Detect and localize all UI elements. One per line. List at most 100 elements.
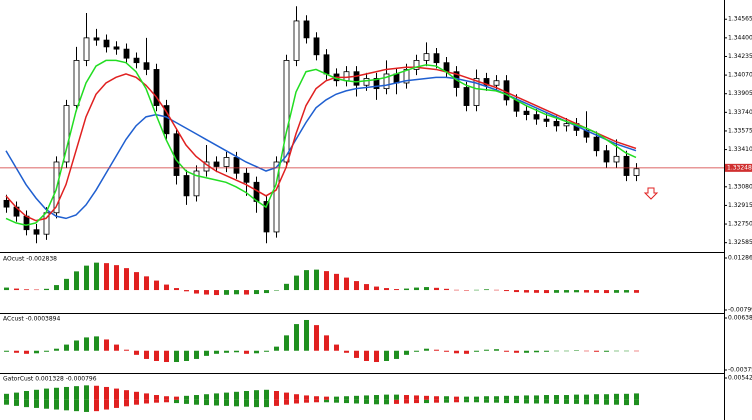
indicator-bar <box>334 396 339 400</box>
indicator-bar <box>174 399 179 404</box>
candle-body <box>433 53 440 64</box>
indicator-bar <box>14 288 19 291</box>
indicator-bar <box>384 288 389 291</box>
indicator-bar <box>254 399 259 408</box>
indicator-bar <box>584 350 589 352</box>
indicator-title: AOcust -0.002838 <box>3 256 57 263</box>
indicator-bar <box>214 350 219 354</box>
indicator-bar <box>534 399 539 404</box>
indicator-bar <box>234 350 239 353</box>
indicator-bar <box>284 392 289 400</box>
y-tick-label: 1.33410 <box>728 146 752 153</box>
y-tick-label: 1.34070 <box>728 72 752 79</box>
candle-body <box>233 157 240 174</box>
indicator-bar <box>34 289 39 291</box>
candle-body <box>73 60 80 106</box>
indicator-bar <box>174 288 179 291</box>
candle-body <box>263 201 270 233</box>
indicator-bar <box>444 396 449 400</box>
indicator-bar <box>144 393 149 400</box>
y-tick-label: 0.0063864 <box>728 315 752 322</box>
indicator-bar <box>474 289 479 291</box>
indicator-bar <box>574 290 579 293</box>
indicator-bar <box>514 395 519 400</box>
y-tick-label: 0.005423 <box>728 375 752 382</box>
indicator-bar <box>264 399 269 408</box>
indicator-bar <box>484 289 489 291</box>
candle-body <box>533 114 540 120</box>
indicator-bar <box>454 289 459 291</box>
candle-body <box>273 161 280 233</box>
indicator-bar <box>154 350 159 361</box>
indicator-bar <box>454 350 459 354</box>
indicator-bar <box>94 262 99 291</box>
candle-body <box>603 150 610 163</box>
indicator-bar <box>454 399 459 403</box>
indicator-bar <box>374 350 379 363</box>
indicator-bar <box>144 399 149 404</box>
indicator-bar <box>394 289 399 291</box>
current-price-box <box>725 163 752 172</box>
indicator-bar <box>434 399 439 403</box>
indicator-bar <box>524 395 529 400</box>
indicator-bar <box>104 339 109 351</box>
indicator-bar <box>184 350 189 361</box>
candle-body <box>493 80 500 86</box>
indicator-bar <box>574 394 579 400</box>
indicator-bar <box>134 350 139 355</box>
indicator-bar <box>604 394 609 400</box>
indicator-bar <box>554 399 559 404</box>
indicator-bar <box>284 283 289 291</box>
indicator-bar <box>604 290 609 294</box>
indicator-bar <box>214 399 219 406</box>
indicator-bar <box>474 350 479 352</box>
indicator-bar <box>94 336 99 351</box>
indicator-bar <box>254 290 259 295</box>
indicator-bar <box>4 350 9 352</box>
indicator-bar <box>224 290 229 295</box>
indicator-bar <box>294 399 299 404</box>
y-tick-label: 1.32750 <box>728 221 752 228</box>
indicator-bar <box>444 288 449 291</box>
candle-body <box>243 172 250 183</box>
candle-body <box>303 20 310 39</box>
indicator-bar <box>54 285 59 291</box>
candle-body <box>413 60 420 70</box>
indicator-bar <box>624 290 629 293</box>
indicator-bar <box>484 399 489 403</box>
indicator-bar <box>64 278 69 291</box>
indicator-bar <box>134 391 139 400</box>
indicator-bar <box>234 290 239 295</box>
indicator-bar <box>514 290 519 293</box>
indicator-bar <box>294 394 299 400</box>
indicator-bar <box>484 349 489 351</box>
indicator-bar <box>14 392 19 400</box>
indicator-bar <box>274 390 279 400</box>
y-tick-label: -0.007999 <box>728 307 752 314</box>
indicator-bar <box>424 395 429 400</box>
indicator-bar <box>354 350 359 358</box>
candle-body <box>113 46 120 50</box>
indicator-bar <box>584 290 589 293</box>
indicator-bar <box>504 290 509 292</box>
indicator-bar <box>74 399 79 412</box>
indicator-bar <box>104 386 109 400</box>
candle-body <box>103 39 110 48</box>
candle-body <box>353 71 360 86</box>
indicator-bar <box>624 399 629 406</box>
indicator-bar <box>84 265 89 291</box>
indicator-bar <box>574 399 579 404</box>
candle-body <box>393 73 400 84</box>
indicator-bar <box>634 393 639 400</box>
indicator-bar <box>404 350 409 355</box>
indicator-bar <box>294 275 299 291</box>
candle-body <box>33 229 40 235</box>
candle-body <box>423 53 430 61</box>
indicator-bar <box>514 350 519 353</box>
indicator-bar <box>234 399 239 407</box>
indicator-bar <box>354 399 359 404</box>
indicator-bar <box>594 290 599 293</box>
indicator-bar <box>94 399 99 412</box>
indicator-bar <box>454 396 459 400</box>
indicator-bar <box>254 390 259 400</box>
